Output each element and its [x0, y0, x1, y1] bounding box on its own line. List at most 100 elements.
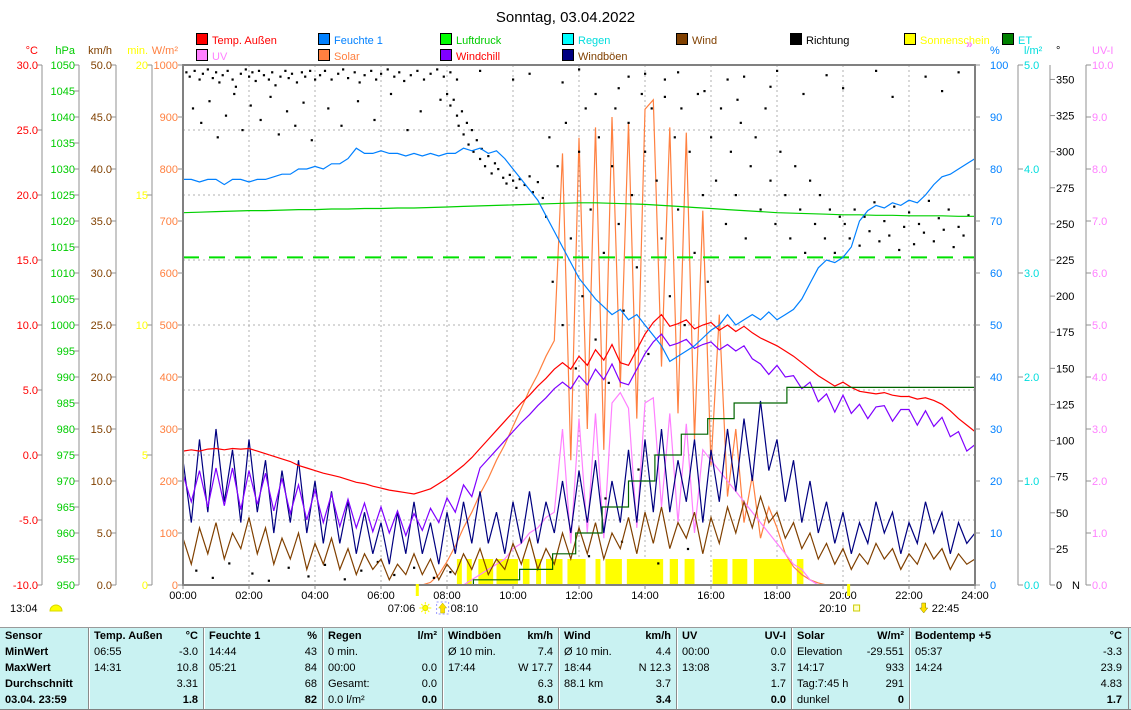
- bottom-left-time: 13:04: [10, 603, 63, 615]
- row-label: 13:08: [682, 662, 710, 674]
- table-row: 3.4: [559, 692, 677, 708]
- row-value: 0.0: [770, 694, 786, 706]
- svg-text:%: %: [990, 45, 1000, 57]
- row-value: 84: [304, 662, 317, 674]
- row-value: 8.0: [537, 694, 553, 706]
- svg-text:min.: min.: [127, 45, 148, 57]
- row-label: dunkel: [797, 694, 830, 706]
- row-value: 1.7: [1106, 694, 1122, 706]
- svg-text:100: 100: [1056, 436, 1074, 448]
- axis-sun: min. 20 15 10 5 0: [127, 45, 153, 592]
- svg-text:24:00: 24:00: [961, 590, 989, 602]
- legend-label: ET: [1018, 35, 1033, 47]
- row-value: -29.551: [866, 646, 904, 658]
- row-value: 23.9: [1100, 662, 1122, 674]
- table-row: 0 min.: [323, 644, 443, 660]
- svg-text:hPa: hPa: [55, 45, 75, 57]
- table-row: 05:21 84: [204, 660, 323, 676]
- row-value: -3.0: [179, 646, 198, 658]
- svg-text:950: 950: [57, 580, 75, 592]
- svg-text:75: 75: [1056, 472, 1068, 484]
- temp-aussen-color-swatch-icon: [196, 33, 208, 45]
- legend-item-et: ET: [1002, 33, 1033, 47]
- svg-text:995: 995: [57, 346, 75, 358]
- svg-text:325: 325: [1056, 111, 1074, 123]
- row-label: MaxWert: [5, 662, 51, 674]
- legend-item-sonnenschein: Sonnenschein: [904, 33, 990, 47]
- series-gusts: [182, 400, 976, 565]
- row-label: MinWert: [5, 646, 49, 658]
- row-value: 933: [885, 662, 904, 674]
- svg-text:5.0: 5.0: [1092, 320, 1107, 332]
- svg-text:22:00: 22:00: [895, 590, 923, 602]
- table-column-temp-au-en: Temp. Außen °C 06:55 -3.0 14:31 10.8 3.31 1.8: [88, 628, 204, 709]
- svg-text:300: 300: [1056, 147, 1074, 159]
- legend-label: Temp. Außen: [212, 35, 277, 47]
- table-column-solar: Solar W/m² Elevation -29.551 14:17 933 Tag:7:4…: [791, 628, 910, 709]
- svg-text:70: 70: [990, 216, 1002, 228]
- legend-item-richtung: Richtung: [790, 33, 849, 47]
- svg-text:700: 700: [160, 216, 178, 228]
- svg-text:08:10: 08:10: [451, 603, 479, 615]
- svg-text:00:00: 00:00: [169, 590, 197, 602]
- column-header: Sensor: [5, 630, 43, 642]
- solar-color-swatch-icon: [318, 49, 330, 61]
- svg-text:300: 300: [160, 424, 178, 436]
- wind-color-swatch-icon: [676, 33, 688, 45]
- statistics-table: Sensor MinWert MaxWert Durchschnitt 03.04. 2…: [0, 627, 1131, 710]
- arrow-up-icon: [436, 601, 450, 615]
- svg-text:UV-I: UV-I: [1092, 45, 1113, 57]
- table-row: 1.7: [677, 676, 792, 692]
- legend-item-wind: Wind: [676, 33, 717, 47]
- sun-marker-07:06: 07:06: [388, 584, 432, 615]
- series-windchill: [182, 333, 976, 538]
- svg-text:35.0: 35.0: [91, 216, 112, 228]
- series-temp: [182, 313, 976, 495]
- svg-text:22:45: 22:45: [932, 603, 960, 615]
- svg-text:1.0: 1.0: [1092, 528, 1107, 540]
- svg-text:10.0: 10.0: [1092, 60, 1113, 72]
- legend-item-uv: UV: [196, 49, 228, 63]
- svg-text:225: 225: [1056, 255, 1074, 267]
- table-row: 0.0: [677, 692, 792, 708]
- row-value: 0.0: [421, 662, 437, 674]
- series-sunshine: [456, 559, 804, 585]
- svg-text:9.0: 9.0: [1092, 112, 1107, 124]
- column-header: Regen: [328, 630, 362, 642]
- svg-text:1045: 1045: [51, 86, 75, 98]
- row-label: 14:17: [797, 662, 825, 674]
- legend-label: UV: [212, 51, 228, 63]
- svg-text:400: 400: [160, 372, 178, 384]
- legend-label: Windchill: [456, 51, 501, 63]
- svg-text:10:00: 10:00: [499, 590, 527, 602]
- svg-text:0: 0: [1056, 580, 1062, 592]
- svg-text:1040: 1040: [51, 112, 75, 124]
- svg-text:200: 200: [1056, 291, 1074, 303]
- table-column-regen: Regen l/m² 0 min. 00:00 0.0 Gesamt: 0.0 0.0 l/m…: [322, 628, 443, 709]
- row-label: 05:21: [209, 662, 237, 674]
- square-icon: [853, 604, 861, 612]
- row-value: 1.8: [182, 694, 198, 706]
- svg-text:0.0: 0.0: [97, 580, 112, 592]
- sun-horizon-icon: [49, 604, 63, 612]
- legend-item-windboeen: Windböen: [562, 49, 628, 63]
- table-row: 14:17 933: [792, 660, 910, 676]
- svg-text:250: 250: [1056, 219, 1074, 231]
- row-value: 4.4: [655, 646, 671, 658]
- svg-text:km/h: km/h: [88, 45, 112, 57]
- column-header: Temp. Außen: [94, 630, 163, 642]
- table-column-windb-en: Windböen km/h Ø 10 min. 7.4 17:44 W 17.7 6.3 8.…: [442, 628, 559, 709]
- svg-text:900: 900: [160, 112, 178, 124]
- svg-text:2.0: 2.0: [1024, 372, 1039, 384]
- svg-text:1000: 1000: [154, 60, 178, 72]
- legend-label: Sonnenschein: [920, 35, 990, 47]
- legend-item-feuchte-1: Feuchte 1: [318, 33, 383, 47]
- svg-text:175: 175: [1056, 327, 1074, 339]
- svg-text:W/m²: W/m²: [152, 45, 179, 57]
- svg-text:20: 20: [990, 476, 1002, 488]
- svg-text:0: 0: [142, 580, 148, 592]
- svg-text:5.0: 5.0: [1024, 60, 1039, 72]
- row-value: 1.7: [770, 678, 786, 690]
- svg-text:08:00: 08:00: [433, 590, 461, 602]
